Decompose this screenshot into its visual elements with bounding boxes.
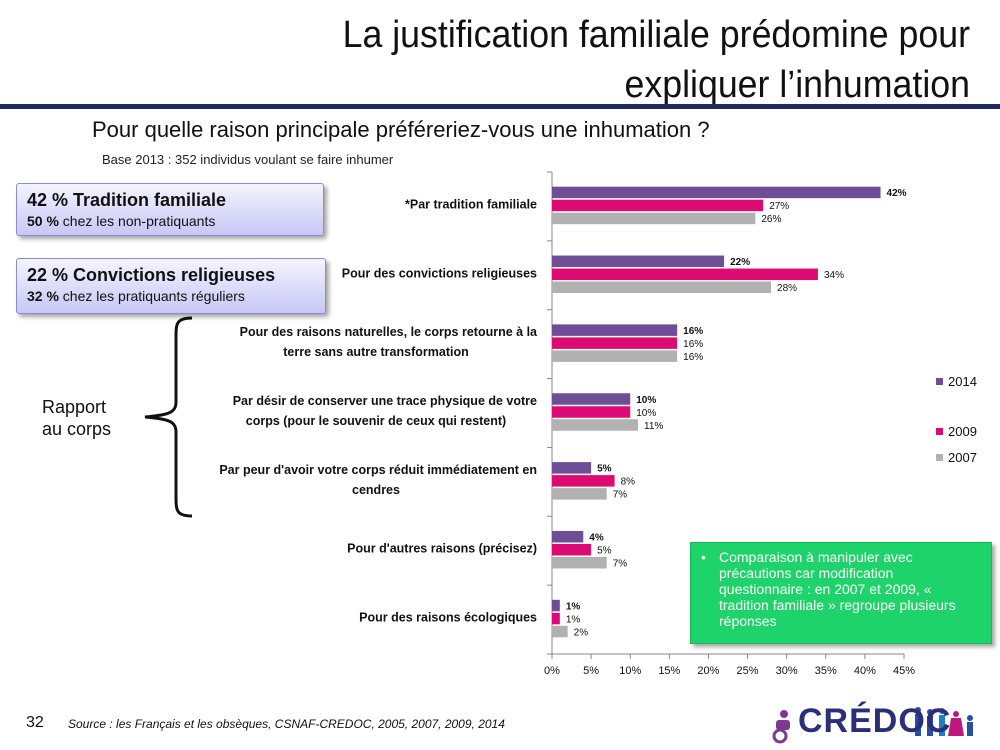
x-tick-label: 15% [658,665,680,677]
x-tick-label: 10% [619,665,641,677]
callout-tradition: 42 % Tradition familiale 50 % chez les n… [16,183,324,236]
data-label-2014: 10% [636,395,656,406]
legend-swatch-2014 [936,378,943,385]
slide-number: 32 [26,714,44,731]
category-label: terre sans autre transformation [283,345,468,359]
data-label-2009: 27% [769,201,789,212]
slide-title-line2: expliquer l’inhumation [624,64,970,106]
callout-convictions-sub: 32 % chez les pratiquants réguliers [27,288,315,304]
category-label: Pour des convictions religieuses [342,266,537,280]
curly-brace [144,316,193,518]
bar-2009 [552,406,631,418]
callout-convictions-sub-strong: 32 % [27,288,59,304]
logo-figures-icon [772,707,973,744]
callout-tradition-sub-text: chez les non-pratiquants [58,213,216,229]
data-label-2014: 42% [887,188,907,199]
data-label-2014: 4% [589,532,604,543]
callout-convictions-headline: 22 % Convictions religieuses [27,265,276,285]
x-tick-label: 5% [583,665,599,677]
bar-2007 [552,488,607,500]
credoc-logo: CRÉDOC [770,702,995,746]
x-tick-label: 45% [893,665,915,677]
data-label-2007: 26% [761,214,781,225]
category-label: Pour des raisons naturelles, le corps re… [240,325,538,339]
legend-label-2007: 2007 [948,450,977,465]
bar-2009 [552,268,818,281]
data-label-2014: 1% [566,601,581,612]
data-label-2014: 22% [730,257,750,268]
data-label-2009: 8% [621,477,636,488]
logo-text: CRÉDOC [798,702,952,740]
callout-convictions-sub-text: chez les pratiquants réguliers [58,288,245,304]
data-label-2009: 5% [597,545,612,556]
data-label-2007: 28% [777,283,797,294]
title-divider [0,104,1000,109]
data-label-2007: 7% [613,490,628,501]
bar-2014 [552,186,881,199]
bar-2007 [552,625,568,638]
data-label-2007: 2% [574,627,589,638]
bar-2014 [552,530,584,543]
bar-2014 [552,255,725,268]
legend-swatch-2007 [936,454,943,461]
category-label: Pour des raisons écologiques [359,611,537,625]
bracket-label-line2: au corps [42,419,112,439]
source-citation: Source : les Français et les obsèques, C… [68,717,505,731]
callout-tradition-sub-strong: 50 % [27,213,59,229]
x-tick-label: 0% [544,665,560,677]
legend-label-2009: 2009 [948,424,977,439]
note-text: Comparaison à manipuler avec précautions… [719,549,956,629]
x-tick-label: 30% [776,665,798,677]
callout-convictions: 22 % Convictions religieuses 32 % chez l… [16,258,326,314]
x-tick-label: 25% [737,665,759,677]
x-tick-label: 20% [697,665,719,677]
callout-tradition-headline: 42 % Tradition familiale [27,190,227,210]
bar-2009 [552,337,678,349]
bar-2007 [552,556,607,569]
slide-title: La justification familiale prédomine pou… [256,10,970,110]
bar-2014 [552,462,592,474]
x-tick-label: 35% [815,665,837,677]
data-label-2007: 16% [683,352,703,363]
bar-2007 [552,281,772,294]
bracket-label: Rapport au corps [42,396,111,440]
x-tick-label: 40% [854,665,876,677]
bracket-label-line1: Rapport [42,397,107,417]
slide-title-line1: La justification familiale prédomine pou… [342,14,970,56]
bar-2007 [552,212,756,225]
category-label: Par désir de conserver une trace physiqu… [233,394,537,408]
legend-label-2014: 2014 [948,374,977,389]
category-label: corps (pour le souvenir de ceux qui rest… [246,414,506,428]
bar-2009 [552,475,615,487]
category-label: cendres [352,483,400,497]
category-label: Pour d'autres raisons (précisez) [347,542,537,556]
comparison-note: • Comparaison à manipuler avec précautio… [690,542,992,644]
data-label-2014: 16% [683,326,703,337]
bar-2007 [552,419,639,431]
data-label-2007: 7% [613,558,628,569]
data-label-2014: 5% [597,464,612,475]
legend-swatch-2009 [936,428,943,435]
bar-2009 [552,612,560,625]
data-label-2009: 1% [566,614,581,625]
bar-2014 [552,324,678,336]
bar-2014 [552,393,631,405]
sample-base: Base 2013 : 352 individus voulant se fai… [102,152,394,167]
bar-2007 [552,350,678,362]
callout-tradition-sub: 50 % chez les non-pratiquants [27,213,313,229]
data-label-2009: 34% [824,270,844,281]
bar-2014 [552,599,560,612]
category-label: *Par tradition familiale [405,197,537,211]
data-label-2009: 16% [683,339,703,350]
data-label-2009: 10% [636,408,656,419]
bar-2009 [552,199,764,212]
data-label-2007: 11% [644,421,663,432]
bar-2009 [552,543,592,556]
survey-question: Pour quelle raison principale préférerie… [92,117,710,142]
note-bullet: • [701,549,706,565]
category-label: Par peur d'avoir votre corps réduit immé… [219,463,537,477]
